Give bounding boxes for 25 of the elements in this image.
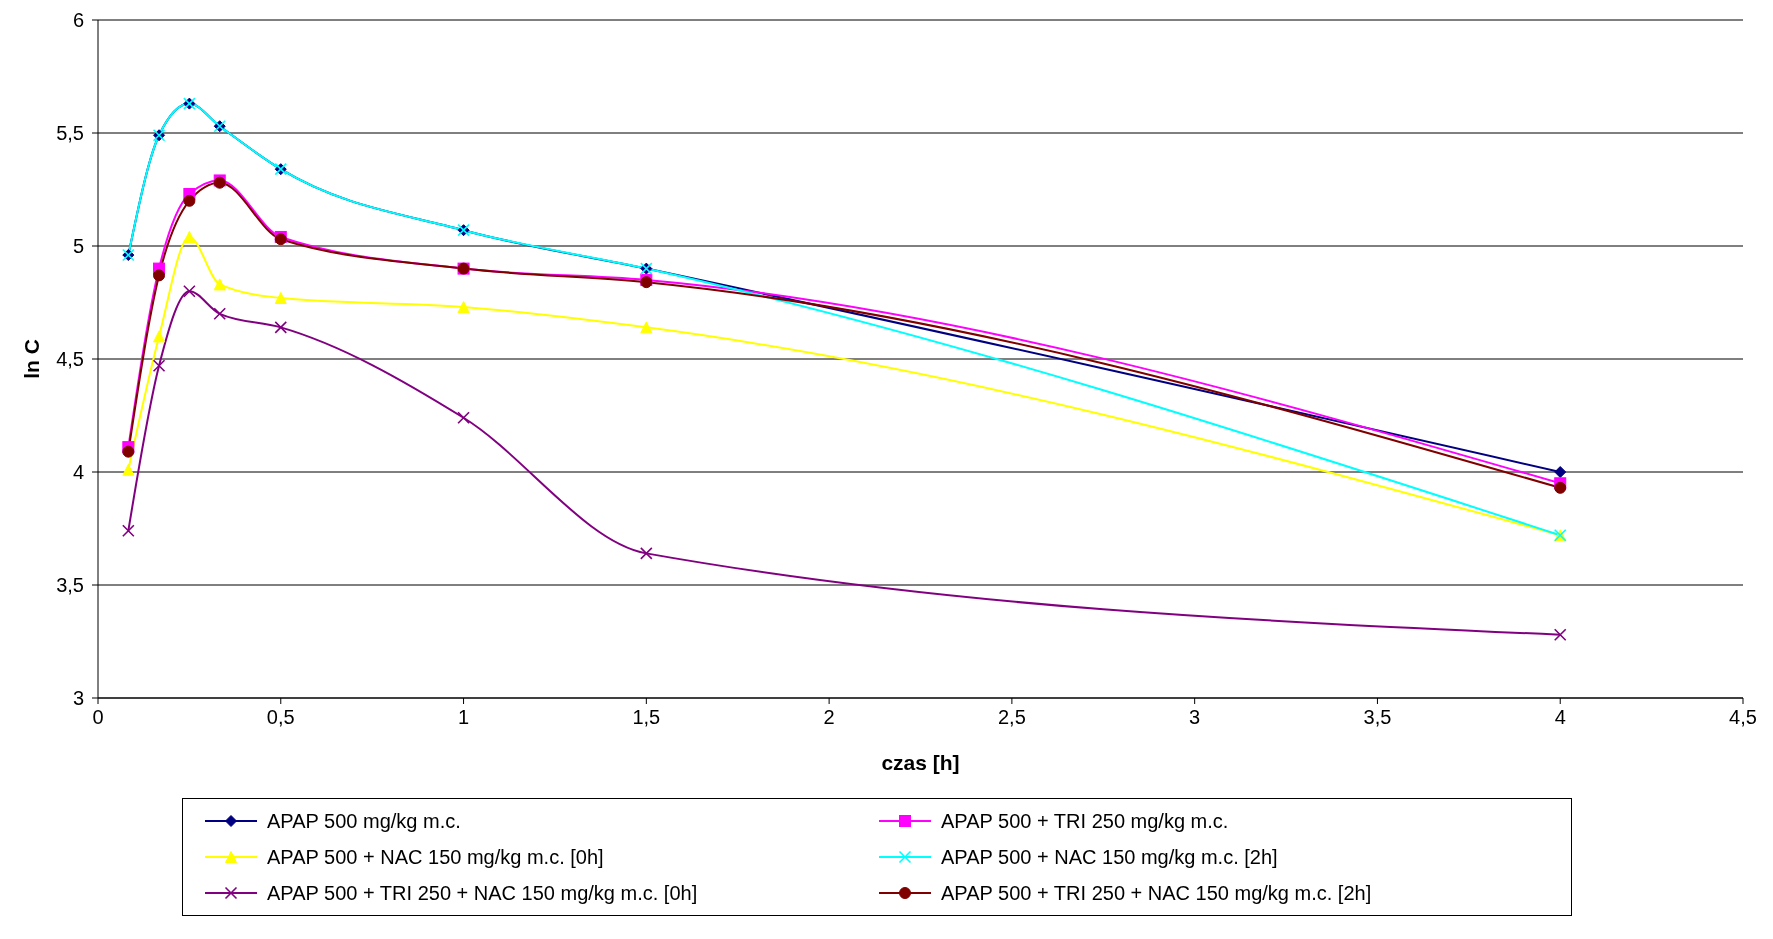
legend-label: APAP 500 + TRI 250 + NAC 150 mg/kg m.c. [0h] [267, 881, 698, 905]
y-tick-label: 3,5 [56, 574, 84, 597]
x-tick-label: 0,5 [266, 706, 295, 728]
x-tick-label: 4 [1554, 706, 1566, 728]
y-tick-label: 4,5 [56, 348, 84, 371]
x-tick-label: 4,5 [1729, 706, 1757, 728]
legend-label: APAP 500 mg/kg m.c. [267, 809, 461, 833]
legend-label: APAP 500 + NAC 150 mg/kg m.c. [0h] [267, 845, 604, 869]
y-tick-label: 5,5 [56, 122, 84, 145]
y-tick-label: 3 [72, 687, 84, 710]
x-tick-label: 0 [92, 706, 104, 728]
legend-label: APAP 500 + NAC 150 mg/kg m.c. [2h] [941, 845, 1278, 869]
y-tick-label: 6 [72, 9, 84, 32]
y-tick-label: 5 [72, 235, 84, 258]
x-tick-label: 1,5 [632, 706, 661, 728]
x-tick-label: 1 [457, 706, 470, 728]
legend-label: APAP 500 + TRI 250 mg/kg m.c. [941, 809, 1229, 833]
x-tick-label: 2 [823, 706, 835, 728]
x-tick-label: 3 [1189, 706, 1201, 728]
x-tick-label: 2,5 [997, 706, 1026, 728]
y-tick-label: 4 [72, 461, 84, 484]
x-tick-label: 3,5 [1363, 706, 1392, 728]
legend-label: APAP 500 + TRI 250 + NAC 150 mg/kg m.c. [2h] [941, 881, 1372, 905]
y-axis-title: ln C [20, 339, 44, 379]
x-axis-title: czas [h] [881, 751, 960, 774]
